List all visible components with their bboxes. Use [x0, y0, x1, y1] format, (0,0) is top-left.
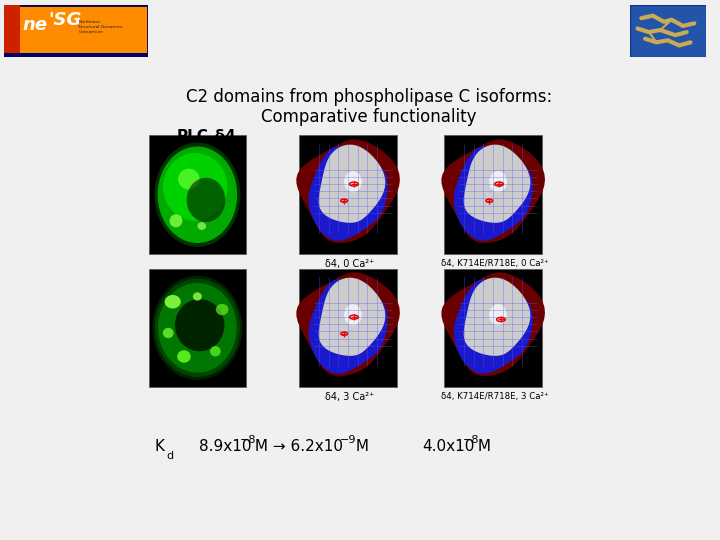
Polygon shape — [309, 279, 387, 374]
Ellipse shape — [193, 292, 202, 301]
Ellipse shape — [155, 143, 240, 247]
Bar — [444, 268, 542, 387]
Polygon shape — [297, 272, 400, 376]
Text: δ4, 0 Ca²⁺: δ4, 0 Ca²⁺ — [325, 259, 374, 269]
Text: −8: −8 — [463, 435, 480, 445]
Polygon shape — [454, 146, 533, 241]
Bar — [4, 52, 148, 57]
Bar — [4, 5, 20, 52]
Text: ne: ne — [22, 16, 48, 34]
Bar — [300, 268, 397, 387]
Polygon shape — [319, 145, 385, 223]
Ellipse shape — [197, 222, 206, 230]
Bar — [148, 136, 246, 254]
Ellipse shape — [163, 153, 228, 221]
Ellipse shape — [210, 346, 221, 356]
Ellipse shape — [153, 275, 243, 380]
Polygon shape — [464, 278, 531, 356]
Ellipse shape — [158, 146, 237, 243]
Ellipse shape — [178, 168, 199, 190]
Text: PLC-δ4: PLC-δ4 — [176, 129, 236, 144]
Ellipse shape — [175, 299, 225, 351]
Polygon shape — [309, 146, 387, 241]
Ellipse shape — [165, 295, 181, 308]
Text: C2 domains from phospholipase C isoforms:
Comparative functionality: C2 domains from phospholipase C isoforms… — [186, 87, 552, 126]
Ellipse shape — [158, 283, 237, 373]
Text: Northeast:
Structural Genomics
Consortium: Northeast: Structural Genomics Consortiu… — [78, 21, 123, 33]
Text: 4.0x10: 4.0x10 — [422, 440, 474, 455]
Text: δ4, 3 Ca²⁺: δ4, 3 Ca²⁺ — [325, 392, 374, 402]
Text: M: M — [351, 440, 369, 455]
Ellipse shape — [216, 304, 228, 315]
Text: δ4, K714E/R718E, 0 Ca²⁺: δ4, K714E/R718E, 0 Ca²⁺ — [441, 259, 549, 268]
Text: d: d — [166, 451, 174, 461]
Polygon shape — [319, 278, 385, 356]
Text: 'SG: 'SG — [48, 11, 81, 29]
Polygon shape — [441, 272, 545, 376]
Ellipse shape — [163, 328, 174, 338]
Ellipse shape — [490, 304, 507, 326]
Text: −9: −9 — [340, 435, 356, 445]
Polygon shape — [454, 279, 533, 374]
Ellipse shape — [169, 214, 182, 227]
Text: δ4, K714E/R718E, 3 Ca²⁺: δ4, K714E/R718E, 3 Ca²⁺ — [441, 392, 549, 401]
Polygon shape — [464, 145, 531, 223]
Bar — [148, 268, 246, 387]
Ellipse shape — [155, 279, 240, 377]
Ellipse shape — [344, 304, 361, 326]
Bar — [300, 136, 397, 254]
Polygon shape — [441, 139, 545, 243]
Polygon shape — [297, 139, 400, 243]
Text: −8: −8 — [240, 435, 256, 445]
Text: 8.9x10: 8.9x10 — [199, 440, 251, 455]
Ellipse shape — [344, 171, 361, 192]
Text: K: K — [154, 440, 164, 455]
Text: M → 6.2x10: M → 6.2x10 — [250, 440, 343, 455]
Ellipse shape — [490, 171, 507, 192]
Text: M: M — [473, 440, 491, 455]
Ellipse shape — [177, 350, 191, 363]
Bar — [444, 136, 542, 254]
Ellipse shape — [186, 178, 225, 222]
